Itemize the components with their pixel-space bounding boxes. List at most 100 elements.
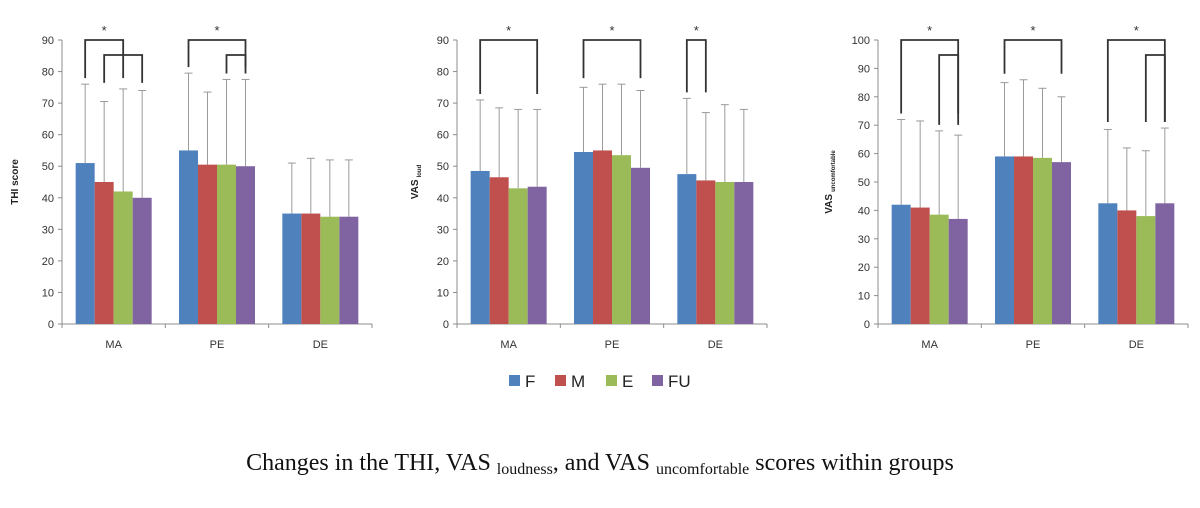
x-category-label: DE xyxy=(708,339,723,351)
y-tick-label: 0 xyxy=(443,319,449,331)
significance-bracket xyxy=(1003,39,1063,74)
caption-subscript-loudness: loudness xyxy=(496,461,553,478)
bar-fu xyxy=(527,186,547,324)
y-tick-label: 10 xyxy=(437,287,449,299)
significance-star: * xyxy=(609,23,614,38)
bar-fu xyxy=(339,216,359,324)
caption-text-3: scores within groups xyxy=(749,450,954,476)
bar-e xyxy=(1136,216,1156,324)
legend-swatch-f xyxy=(509,375,520,386)
significance-bracket xyxy=(582,39,642,79)
y-tick-label: 10 xyxy=(858,291,870,303)
chart-panel-3: 0 10 20 30 40 50 60 70 80 90 100 MA PE DE VAS uncomfort… xyxy=(824,23,1189,351)
y-tick-label: 30 xyxy=(858,234,870,246)
bar-fu xyxy=(132,197,152,324)
y-tick-label: 40 xyxy=(437,193,449,205)
legend-swatch-fu xyxy=(652,375,663,386)
bar-f xyxy=(891,204,911,324)
bar-m xyxy=(489,177,509,324)
y-axis-label-main: VAS xyxy=(410,179,421,199)
significance-star: * xyxy=(214,23,219,38)
y-tick-label: 40 xyxy=(42,193,54,205)
bar-fu xyxy=(734,182,754,324)
bar-fu xyxy=(236,166,255,324)
y-axis-label-main: VAS xyxy=(824,194,835,214)
y-tick-label: 0 xyxy=(864,319,870,331)
bar-m xyxy=(198,164,217,324)
significance-bracket xyxy=(187,39,247,68)
x-category-label: PE xyxy=(210,339,225,351)
bar-fu xyxy=(1155,203,1175,324)
bar-m xyxy=(301,213,321,324)
charts-figure: 0 10 20 30 40 50 60 70 80 90 MA PE DE THI score * * 0 10 2… xyxy=(10,23,1189,391)
bar-f xyxy=(1098,203,1118,324)
y-tick-label: 100 xyxy=(852,35,870,47)
y-tick-label: 70 xyxy=(858,120,870,132)
y-tick-label: 80 xyxy=(42,67,54,79)
y-tick-label: 60 xyxy=(858,149,870,161)
x-category-label: PE xyxy=(1026,339,1041,351)
significance-bracket xyxy=(685,39,707,93)
legend-label-fu: FU xyxy=(668,372,691,391)
significance-bracket xyxy=(225,54,247,74)
x-category-label: DE xyxy=(313,339,328,351)
y-tick-label: 20 xyxy=(858,262,870,274)
chart-panel-1: 0 10 20 30 40 50 60 70 80 90 MA PE DE THI score * * xyxy=(10,23,373,351)
y-tick-label: 90 xyxy=(858,63,870,75)
y-tick-label: 90 xyxy=(42,35,54,47)
bar-e xyxy=(320,216,340,324)
y-axis-label: VAS loud xyxy=(410,164,423,199)
significance-bracket xyxy=(84,39,125,79)
y-axis-label-subscript: loud xyxy=(417,164,423,177)
bar-f xyxy=(574,152,593,324)
legend-label-e: E xyxy=(622,372,633,391)
significance-star: * xyxy=(102,23,107,38)
y-tick-label: 60 xyxy=(42,130,54,142)
y-tick-label: 80 xyxy=(858,92,870,104)
chart-panel-2: 0 10 20 30 40 50 60 70 80 90 MA PE DE VAS loud * * * xyxy=(410,23,768,351)
y-tick-label: 30 xyxy=(42,224,54,236)
x-category-label: DE xyxy=(1129,339,1144,351)
bar-e xyxy=(113,191,133,324)
x-category-label: MA xyxy=(105,339,122,351)
bar-m xyxy=(696,180,716,324)
significance-bracket xyxy=(938,54,960,125)
significance-bracket xyxy=(479,39,539,94)
y-tick-label: 50 xyxy=(437,161,449,173)
bar-f xyxy=(179,150,198,324)
legend-swatch-e xyxy=(606,375,617,386)
y-axis-label: VAS uncomfortable xyxy=(824,150,837,214)
y-axis-label-main: THI score xyxy=(10,159,21,205)
bar-fu xyxy=(631,167,650,324)
bar-e xyxy=(612,155,631,324)
caption-text-1: Changes in the THI, VAS xyxy=(246,450,497,476)
bar-e xyxy=(715,182,735,324)
legend: F M E FU xyxy=(509,372,691,391)
significance-bracket xyxy=(1106,39,1166,123)
bar-m xyxy=(1117,210,1137,324)
y-axis-label: THI score xyxy=(10,159,21,205)
y-tick-label: 50 xyxy=(42,161,54,173)
bar-e xyxy=(929,214,949,324)
bar-f xyxy=(75,163,95,324)
bar-e xyxy=(217,164,236,324)
bar-f xyxy=(470,170,490,324)
x-category-label: MA xyxy=(500,339,517,351)
y-tick-label: 60 xyxy=(437,130,449,142)
significance-bracket xyxy=(103,54,144,83)
y-tick-label: 50 xyxy=(858,177,870,189)
bar-f xyxy=(282,213,302,324)
significance-star: * xyxy=(1134,23,1139,38)
bar-m xyxy=(910,207,930,324)
bar-f xyxy=(677,174,697,324)
x-category-label: MA xyxy=(921,339,938,351)
significance-star: * xyxy=(694,23,699,38)
y-tick-label: 40 xyxy=(858,205,870,217)
y-tick-label: 70 xyxy=(42,98,54,110)
caption-subscript-uncomfortable: uncomfortable xyxy=(655,461,750,478)
significance-bracket xyxy=(1144,54,1166,123)
y-tick-label: 80 xyxy=(437,67,449,79)
significance-bracket xyxy=(900,39,960,114)
bar-e xyxy=(508,188,528,324)
caption-text-2: , and VAS xyxy=(552,450,656,476)
